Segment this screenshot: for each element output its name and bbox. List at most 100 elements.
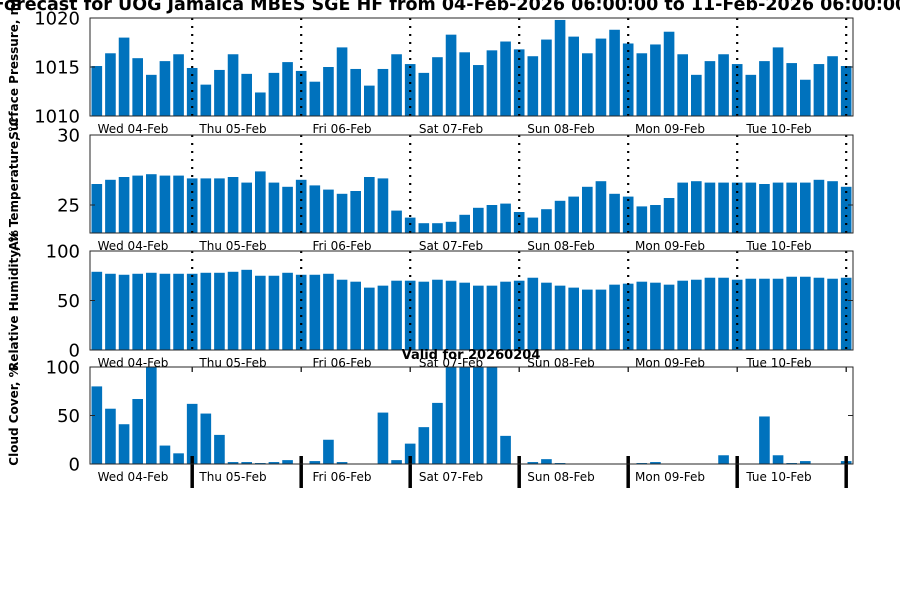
bar: [609, 284, 620, 350]
bar: [268, 462, 280, 464]
bar: [159, 61, 171, 116]
bar: [486, 367, 498, 464]
bar: [323, 273, 334, 350]
bar: [650, 44, 661, 116]
bar: [323, 67, 334, 116]
bar: [350, 281, 361, 350]
bar: [255, 92, 266, 116]
bar: [132, 58, 143, 116]
bar: [404, 443, 416, 464]
bar: [541, 282, 552, 350]
bar: [282, 186, 293, 233]
bar: [677, 280, 688, 350]
day-label: Thu 05-Feb: [198, 239, 266, 253]
bar: [377, 178, 389, 233]
bar: [541, 459, 552, 464]
bar: [636, 206, 648, 233]
bar: [323, 439, 334, 464]
bar: [636, 281, 648, 350]
bar: [432, 223, 443, 233]
bar: [268, 72, 280, 116]
bar: [132, 273, 143, 350]
bar: [336, 462, 348, 464]
y-tick-label: 1020: [34, 9, 80, 30]
bar: [786, 182, 797, 233]
bar: [295, 70, 307, 116]
bar: [786, 63, 797, 116]
bar: [255, 275, 266, 350]
bar: [336, 279, 348, 350]
day-label: Mon 09-Feb: [635, 470, 705, 484]
bar: [527, 277, 539, 350]
bar: [759, 416, 770, 464]
bar: [663, 31, 675, 116]
bar: [459, 52, 470, 116]
bar: [105, 273, 116, 350]
bar: [105, 408, 116, 464]
bar: [91, 386, 103, 464]
bar: [827, 181, 838, 233]
bar: [432, 402, 443, 464]
bar: [268, 275, 280, 350]
bar: [418, 223, 430, 233]
bar: [364, 85, 375, 116]
panel-frame: [89, 134, 854, 234]
bar: [404, 217, 416, 233]
bar: [568, 36, 579, 117]
y-axis-label: Surface Pressure, mb: [7, 0, 21, 140]
bar: [609, 193, 620, 233]
bar: [582, 289, 593, 350]
day-label: Sat 07-Feb: [419, 239, 483, 253]
bar: [105, 179, 116, 233]
bar: [227, 271, 239, 350]
bar: [200, 178, 212, 233]
bar: [118, 424, 130, 464]
y-tick-label: 0: [69, 341, 80, 362]
bar: [486, 285, 498, 350]
bar: [118, 274, 130, 350]
bar: [772, 278, 784, 350]
bar: [568, 287, 579, 350]
bar: [840, 277, 852, 350]
y-axis-label: Relative Humidity, %: [7, 230, 21, 371]
bar: [118, 177, 130, 233]
bar: [173, 273, 184, 350]
bar: [146, 74, 157, 116]
bar: [336, 193, 348, 233]
bar: [173, 175, 184, 233]
day-label: Wed 04-Feb: [98, 122, 169, 136]
bar: [159, 273, 171, 350]
bar: [704, 277, 716, 350]
bar: [595, 181, 607, 233]
bar: [214, 178, 225, 233]
bar: [554, 200, 566, 233]
bar: [527, 56, 539, 116]
bar: [704, 182, 716, 233]
day-label: Fri 06-Feb: [313, 470, 372, 484]
bar: [745, 74, 757, 116]
bar: [827, 56, 838, 116]
bar: [418, 72, 430, 116]
bar: [186, 273, 198, 350]
bar: [323, 189, 334, 233]
bar: [391, 280, 402, 350]
bar: [391, 460, 402, 464]
day-label: Fri 06-Feb: [313, 122, 372, 136]
bar: [173, 453, 184, 464]
bar: [691, 279, 702, 350]
day-label: Tue 10-Feb: [745, 122, 811, 136]
bar: [813, 277, 825, 350]
bar: [391, 210, 402, 233]
bar: [800, 182, 811, 233]
bar: [146, 367, 157, 464]
bar: [364, 177, 375, 233]
day-label: Thu 05-Feb: [198, 470, 266, 484]
chart-subtitle: Valid for 20260204: [402, 348, 541, 363]
day-label: Sun 08-Feb: [527, 470, 595, 484]
bar: [105, 53, 116, 116]
day-label: Wed 04-Feb: [98, 470, 169, 484]
bar: [663, 198, 675, 233]
bar: [268, 182, 280, 233]
bar: [459, 214, 470, 233]
bar: [200, 84, 212, 116]
